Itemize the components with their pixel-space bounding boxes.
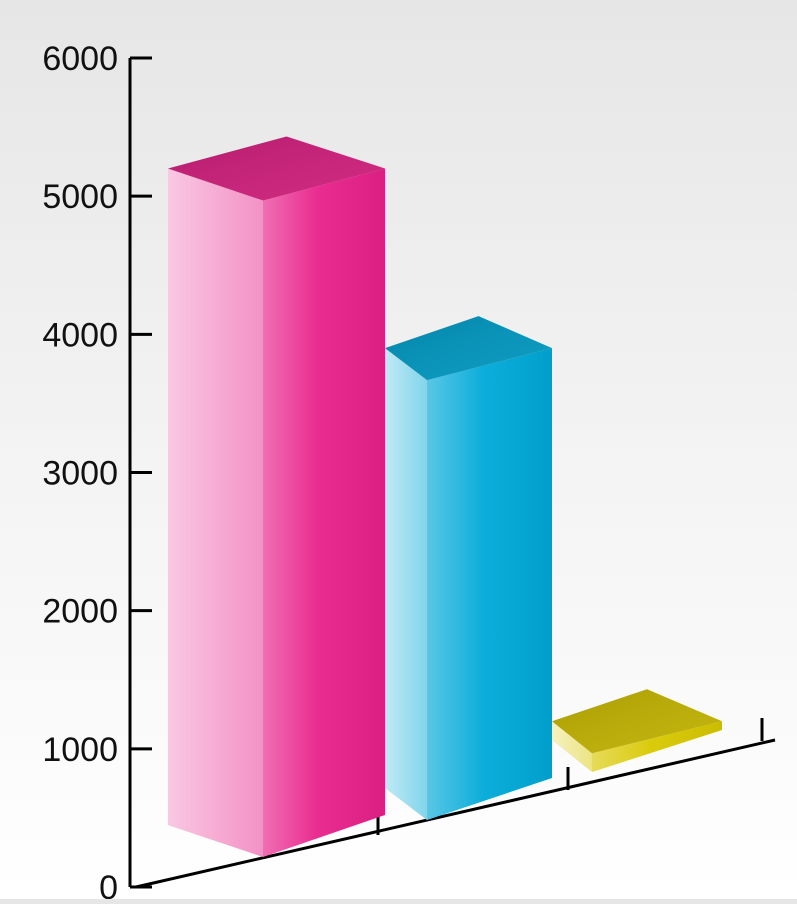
y-tick-label: 6000 [42,40,118,78]
bar-top-shade [168,136,385,201]
y-tick-label: 1000 [42,731,118,769]
bar-1 [168,136,385,858]
bar-side-highlight [552,721,592,772]
bar-front-highlight [263,168,385,858]
y-tick-label: 4000 [42,316,118,354]
bar-front-highlight [592,721,722,772]
bar-side-highlight [168,168,263,858]
y-tick-label: 3000 [42,455,118,493]
axis-layer: 0 1000 2000 3000 4000 5000 6000 [42,40,776,904]
y-tick-label: 2000 [42,593,118,631]
bar-3 [552,689,722,772]
y-tick-label: 0 [99,869,118,899]
y-tick-label: 5000 [42,178,118,216]
bar-top-shade [552,689,722,754]
x-axis-line [135,738,776,889]
bar-top-shade [385,316,552,381]
bar-front-highlight [427,348,552,820]
bar-side-highlight [385,348,427,820]
bar-layer [168,136,722,858]
bar-2 [385,316,552,820]
